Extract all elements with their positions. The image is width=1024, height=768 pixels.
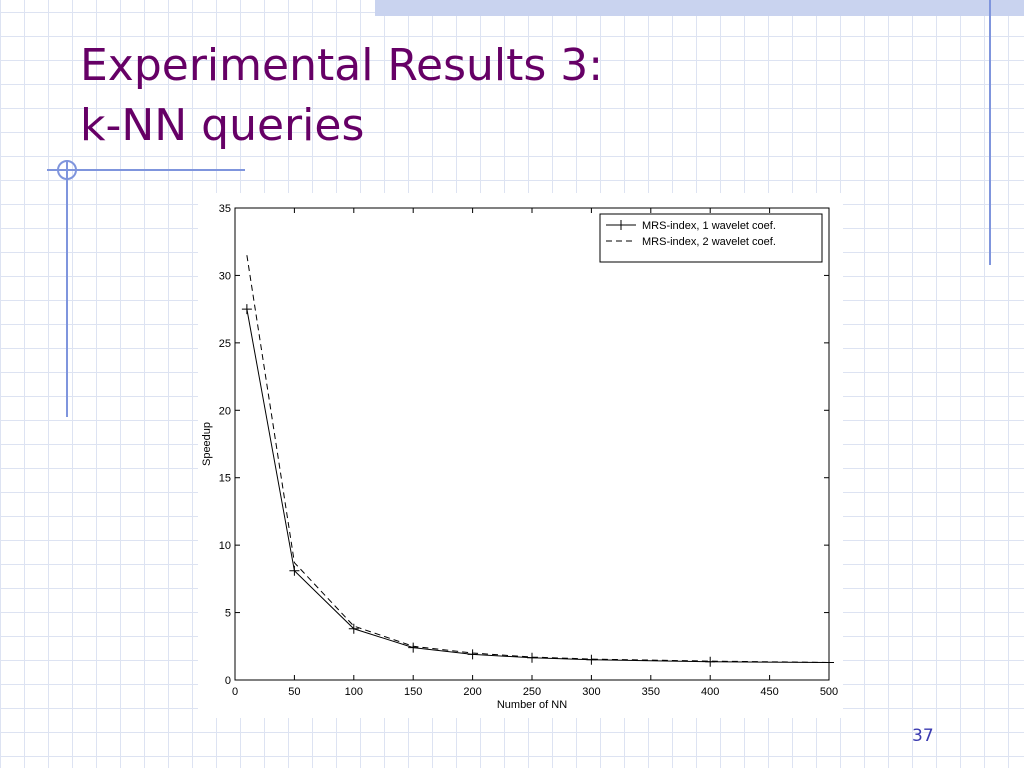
point-marker (408, 642, 419, 653)
point-marker (586, 654, 597, 665)
y-tick-label: 35 (219, 203, 231, 215)
point-marker (289, 565, 300, 576)
y-tick-label: 20 (219, 405, 231, 417)
y-axis-label: Speedup (201, 422, 213, 466)
x-tick-label: 400 (701, 686, 719, 698)
legend-marker (616, 220, 626, 230)
legend-box (599, 213, 823, 263)
y-tick-label: 25 (219, 338, 231, 350)
page-number: 37 (912, 726, 934, 746)
legend-label: MRS-index, 1 wavelet coef. (642, 220, 776, 232)
point-marker (467, 649, 478, 660)
x-tick-label: 150 (404, 686, 422, 698)
slide-title: Experimental Results 3: (80, 40, 604, 91)
x-tick-label: 500 (820, 686, 838, 698)
point-marker (705, 656, 716, 667)
legend-label: MRS-index, 2 wavelet coef. (642, 236, 776, 248)
x-tick-label: 0 (232, 686, 238, 698)
x-tick-label: 50 (288, 686, 300, 698)
top-bar (375, 0, 1024, 16)
rule-circle (57, 160, 77, 180)
y-tick-label: 5 (225, 608, 231, 620)
x-tick-label: 450 (760, 686, 778, 698)
x-tick-label: 250 (523, 686, 541, 698)
x-tick-label: 300 (582, 686, 600, 698)
y-tick-label: 30 (219, 270, 231, 282)
y-tick-label: 15 (219, 473, 231, 485)
chart: 0 50 100 150 200 250 300 350 400 450 500 0 5 10 15 20 25… (198, 193, 843, 718)
point-marker (348, 623, 359, 634)
point-marker (527, 652, 537, 663)
slide-title: k-NN queries (80, 100, 365, 151)
x-tick-label: 350 (642, 686, 660, 698)
x-tick-label: 200 (463, 686, 481, 698)
y-tick-label: 10 (219, 540, 231, 552)
series-line (246, 255, 830, 663)
plot-area (234, 207, 830, 681)
point-marker (241, 304, 252, 315)
series-line (246, 309, 830, 663)
x-tick-label: 100 (345, 686, 363, 698)
y-tick-label: 0 (225, 675, 231, 687)
x-axis-label: Number of NN (497, 699, 567, 711)
